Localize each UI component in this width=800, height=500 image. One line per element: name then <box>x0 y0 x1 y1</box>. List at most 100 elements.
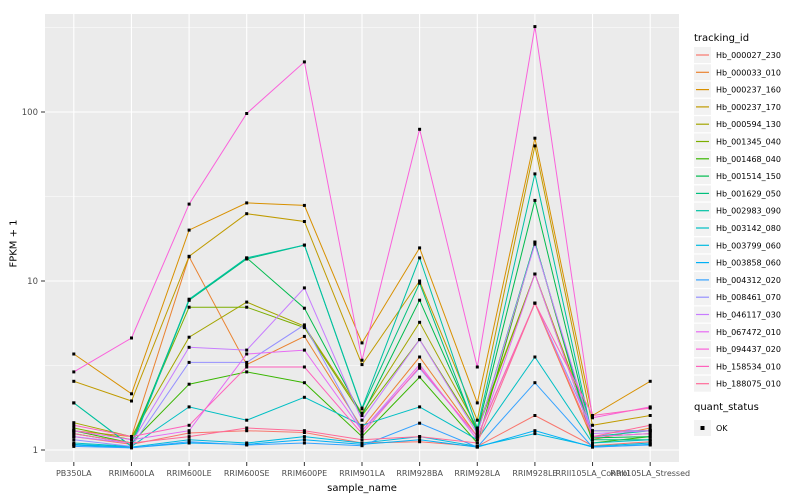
data-point <box>245 352 249 356</box>
x-tick-label: RRIM901LA <box>339 469 385 478</box>
data-point <box>130 438 133 442</box>
data-point <box>130 399 133 403</box>
data-point <box>187 335 191 339</box>
data-point <box>475 432 479 436</box>
data-point <box>591 423 594 427</box>
legend-label: Hb_001345_040 <box>716 138 781 147</box>
data-point <box>72 444 76 448</box>
x-axis-title: sample_name <box>327 483 397 494</box>
data-point <box>418 256 422 260</box>
data-point <box>245 426 249 430</box>
data-point <box>187 305 191 309</box>
x-tick-label: RRIM600LA <box>109 469 155 478</box>
x-tick-label: RRIM928LA <box>454 469 500 478</box>
data-point <box>533 429 537 433</box>
data-point <box>418 435 422 439</box>
data-point <box>418 279 422 283</box>
data-point <box>418 281 422 285</box>
data-point <box>187 202 191 206</box>
data-point <box>302 348 306 352</box>
data-point <box>302 220 306 223</box>
data-point <box>648 423 652 427</box>
data-point <box>475 438 479 442</box>
legend-label: Hb_000033_010 <box>716 68 781 77</box>
x-tick-label: RRIM600LE <box>167 469 212 478</box>
data-point <box>648 432 652 436</box>
data-point <box>533 242 537 246</box>
data-point <box>648 379 652 383</box>
data-point <box>648 406 652 410</box>
legend-title-tracking-id: tracking_id <box>694 33 750 44</box>
data-point <box>591 432 594 436</box>
data-point <box>302 395 306 399</box>
data-point <box>418 438 422 442</box>
data-point <box>302 429 306 433</box>
data-point <box>302 438 306 442</box>
data-point <box>245 365 249 369</box>
data-point <box>533 355 537 359</box>
data-point <box>72 421 76 425</box>
x-tick-label: RRIM928LE <box>512 469 557 478</box>
data-point <box>187 345 191 349</box>
data-point <box>475 365 479 369</box>
data-point <box>360 358 364 362</box>
legend-label: Hb_046117_030 <box>716 311 781 320</box>
data-point <box>533 136 537 140</box>
data-point <box>245 256 249 260</box>
data-point <box>360 418 364 422</box>
data-point <box>533 432 537 436</box>
data-point <box>245 429 249 433</box>
data-point <box>72 423 76 427</box>
legend-label: Hb_000237_160 <box>716 86 781 95</box>
x-tick-label: RRII105LA_Stressed <box>610 469 690 478</box>
legend-label: Hb_001514_150 <box>716 172 781 181</box>
data-point <box>245 201 249 205</box>
data-point <box>245 305 249 309</box>
data-point <box>533 198 537 202</box>
data-point <box>130 435 133 439</box>
quant-legend-label: OK <box>716 424 728 433</box>
data-point <box>187 429 191 433</box>
data-point <box>475 435 479 439</box>
data-point <box>72 379 76 383</box>
data-point <box>72 429 76 433</box>
data-point <box>360 435 364 439</box>
data-point <box>302 365 306 369</box>
data-point <box>245 360 249 364</box>
data-point <box>360 341 364 345</box>
data-point <box>533 301 537 305</box>
data-point <box>72 438 76 442</box>
legend-label: Hb_158534_010 <box>716 362 781 371</box>
data-point <box>360 444 364 448</box>
data-point <box>302 306 306 310</box>
data-point <box>533 414 537 417</box>
data-point <box>245 212 249 216</box>
legend-label: Hb_000027_230 <box>716 51 781 60</box>
data-point <box>533 172 537 176</box>
data-point <box>130 441 133 445</box>
y-tick-label: 100 <box>22 108 38 118</box>
legend-label: Hb_003858_060 <box>716 259 781 268</box>
legend-label: Hb_001629_050 <box>716 189 781 198</box>
x-tick-label: RRIM600SE <box>224 469 270 478</box>
data-point <box>302 203 306 207</box>
legend-label: Hb_002983_090 <box>716 207 781 216</box>
data-point <box>245 443 249 447</box>
y-tick-label: 10 <box>27 277 38 287</box>
data-point <box>475 445 479 449</box>
data-point <box>302 60 306 64</box>
data-point <box>533 25 537 29</box>
data-point <box>360 432 364 436</box>
data-point <box>302 334 306 338</box>
data-point <box>72 426 76 430</box>
data-point <box>187 438 191 442</box>
x-tick-label: RRIM600PE <box>282 469 328 478</box>
data-point <box>187 431 191 435</box>
data-point <box>187 405 191 409</box>
data-point <box>418 320 422 324</box>
data-point <box>360 411 364 415</box>
data-point <box>418 363 422 367</box>
data-point <box>245 363 249 367</box>
data-point <box>648 426 652 430</box>
